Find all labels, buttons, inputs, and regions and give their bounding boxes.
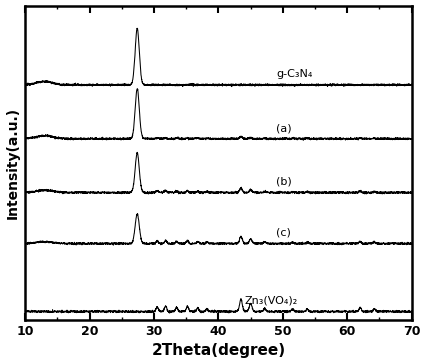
Text: (a): (a) — [276, 123, 292, 133]
Text: (c): (c) — [276, 228, 291, 238]
Text: Zn₃(VO₄)₂: Zn₃(VO₄)₂ — [244, 296, 297, 306]
Text: (b): (b) — [276, 177, 292, 187]
Text: g-C₃N₄: g-C₃N₄ — [276, 69, 313, 79]
X-axis label: 2Theta(degree): 2Theta(degree) — [151, 344, 285, 359]
Y-axis label: Intensity(a.u.): Intensity(a.u.) — [6, 107, 20, 219]
